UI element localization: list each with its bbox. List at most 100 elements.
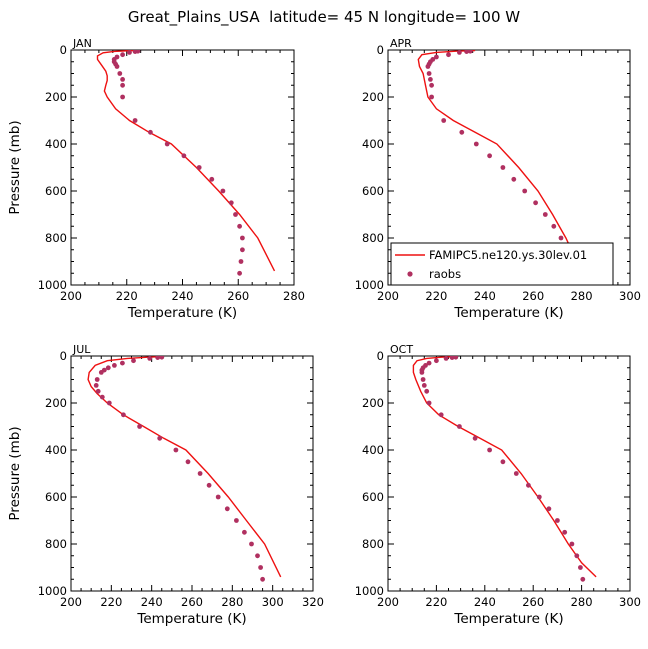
obs-point — [473, 141, 479, 147]
panel-apr: 200 220 240 260 280 300 0 200 400 600 800 1000 APR Te… — [355, 37, 641, 321]
obs-point — [464, 50, 469, 54]
x-tick-label: 260 — [522, 595, 544, 609]
y-tick-label: 1000 — [38, 278, 67, 292]
obs-point — [574, 553, 580, 559]
legend-model-label: FAMIPC5.ne120.ys.30lev.01 — [429, 248, 587, 262]
obs-point — [438, 412, 444, 418]
legend-point-swatch — [407, 271, 413, 277]
x-axis-label: Temperature (K) — [453, 611, 563, 627]
y-tick-label: 400 — [45, 443, 67, 457]
obs-point — [536, 494, 542, 500]
panel-label: JAN — [72, 37, 92, 50]
model-line — [412, 356, 597, 578]
panel-oct: 200 220 240 260 280 300 0 200 400 600 800 1000 OCT Te… — [355, 343, 641, 627]
x-tick-label: 220 — [100, 595, 122, 609]
obs-point — [429, 82, 434, 88]
obs-point — [558, 235, 564, 241]
figure-title: Great_Plains_USA latitude= 45 N longitud… — [128, 8, 520, 27]
obs-point — [234, 518, 239, 523]
y-tick-label: 600 — [45, 490, 67, 504]
obs-point — [449, 356, 455, 360]
obs-point — [500, 165, 506, 170]
obs-point — [147, 356, 153, 361]
obs-point — [106, 400, 112, 406]
obs-point — [137, 424, 143, 429]
obs-point — [240, 235, 245, 241]
obs-point — [453, 356, 459, 360]
y-tick-label: 0 — [60, 43, 67, 57]
obs-point — [457, 424, 462, 429]
obs-point — [459, 129, 465, 135]
obs-point — [555, 518, 560, 523]
x-tick-label: 220 — [425, 595, 447, 609]
y-tick-label: 1000 — [355, 584, 384, 598]
y-tick-label: 200 — [362, 396, 384, 410]
x-axis-label: Temperature (K) — [127, 305, 237, 321]
x-axis-label: Temperature (K) — [136, 611, 246, 627]
x-tick-label: 240 — [474, 595, 496, 609]
obs-point — [215, 494, 221, 500]
y-tick-label: 800 — [362, 537, 384, 551]
y-tick-label: 0 — [377, 349, 384, 363]
obs-point — [98, 370, 104, 375]
obs-point — [206, 482, 212, 488]
obs-point — [428, 77, 433, 82]
obs-point — [209, 176, 215, 182]
obs-point — [228, 200, 234, 206]
obs-point — [220, 188, 226, 194]
x-tick-label: 200 — [60, 595, 82, 609]
obs-point — [127, 50, 132, 55]
obs-point — [260, 576, 265, 582]
x-tick-label: 200 — [377, 289, 399, 303]
x-tick-label: 300 — [619, 289, 641, 303]
panel-label: APR — [390, 37, 412, 50]
x-tick-label: 300 — [262, 595, 284, 609]
obs-point — [185, 459, 191, 465]
obs-point — [434, 54, 439, 60]
y-tick-label: 1000 — [38, 584, 67, 598]
model-line — [417, 50, 584, 274]
obs-point — [546, 506, 552, 512]
x-tick-label: 260 — [181, 595, 203, 609]
y-tick-label: 200 — [45, 396, 67, 410]
obs-point — [513, 471, 519, 476]
obs-point — [155, 356, 161, 360]
plot-frame — [70, 355, 314, 592]
obs-point — [112, 363, 117, 368]
y-tick-label: 200 — [362, 90, 384, 104]
obs-point — [120, 94, 125, 100]
obs-point — [569, 541, 575, 547]
obs-point — [421, 383, 427, 388]
obs-point — [148, 129, 153, 135]
obs-point — [425, 64, 431, 69]
y-tick-label: 0 — [377, 43, 384, 57]
y-tick-label: 1000 — [355, 278, 384, 292]
legend-box — [390, 242, 614, 286]
y-tick-label: 200 — [45, 90, 67, 104]
obs-point — [472, 435, 478, 441]
obs-point — [434, 358, 439, 364]
obs-point — [120, 52, 125, 58]
obs-point — [426, 400, 432, 406]
obs-point — [443, 356, 449, 361]
x-tick-label: 200 — [377, 595, 399, 609]
obs-point — [237, 270, 243, 276]
obs-point — [238, 259, 244, 264]
plot-area — [417, 50, 584, 276]
x-tick-label: 280 — [283, 289, 305, 303]
obs-point — [224, 506, 230, 512]
obs-point — [487, 447, 492, 453]
obs-point — [526, 482, 531, 488]
obs-point — [562, 529, 568, 535]
obs-point — [114, 64, 120, 69]
obs-point — [181, 153, 187, 159]
obs-point — [93, 383, 99, 388]
obs-point — [424, 388, 430, 394]
obs-point — [197, 471, 203, 476]
obs-point — [522, 188, 528, 194]
obs-point — [132, 118, 138, 123]
obs-point — [580, 576, 586, 582]
obs-point — [419, 370, 425, 375]
y-tick-label: 800 — [45, 537, 67, 551]
